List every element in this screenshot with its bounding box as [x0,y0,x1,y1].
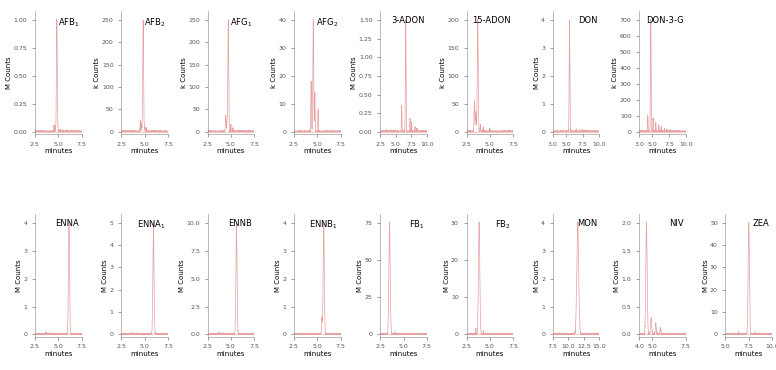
Y-axis label: k Counts: k Counts [612,57,618,88]
X-axis label: minutes: minutes [562,351,591,357]
Y-axis label: M Counts: M Counts [357,259,363,292]
X-axis label: minutes: minutes [390,148,417,154]
Y-axis label: M Counts: M Counts [352,56,358,89]
X-axis label: minutes: minutes [390,351,417,357]
Y-axis label: M Counts: M Counts [444,259,449,292]
Text: ENNB$_1$: ENNB$_1$ [310,219,338,231]
X-axis label: minutes: minutes [130,351,159,357]
Text: ENNB: ENNB [228,219,252,228]
X-axis label: minutes: minutes [562,148,591,154]
Text: NIV: NIV [669,219,684,228]
Y-axis label: M Counts: M Counts [179,259,185,292]
Text: FB$_2$: FB$_2$ [495,219,511,231]
X-axis label: minutes: minutes [303,351,331,357]
X-axis label: minutes: minutes [130,148,159,154]
X-axis label: minutes: minutes [44,148,72,154]
X-axis label: minutes: minutes [648,148,677,154]
Text: 3-ADON: 3-ADON [391,16,424,25]
Y-axis label: M Counts: M Counts [275,259,281,292]
Text: ENNA$_1$: ENNA$_1$ [137,219,165,231]
Text: AFG$_1$: AFG$_1$ [230,16,252,28]
Text: ENNA: ENNA [56,219,79,228]
Y-axis label: M Counts: M Counts [6,56,12,89]
Text: MON: MON [577,219,598,228]
Text: DON: DON [577,16,598,25]
Y-axis label: M Counts: M Counts [16,259,22,292]
X-axis label: minutes: minutes [476,148,504,154]
X-axis label: minutes: minutes [303,148,331,154]
Y-axis label: M Counts: M Counts [702,259,708,292]
X-axis label: minutes: minutes [648,351,677,357]
Text: AFG$_2$: AFG$_2$ [316,16,338,28]
Y-axis label: k Counts: k Counts [440,57,445,88]
Y-axis label: k Counts: k Counts [181,57,187,88]
X-axis label: minutes: minutes [217,148,245,154]
Y-axis label: M Counts: M Counts [102,259,108,292]
X-axis label: minutes: minutes [735,351,763,357]
Text: ZEA: ZEA [753,219,770,228]
Text: 15-ADON: 15-ADON [473,16,511,25]
Y-axis label: M Counts: M Counts [534,259,540,292]
Y-axis label: k Counts: k Counts [95,57,100,88]
Y-axis label: k Counts: k Counts [271,57,277,88]
Text: FB$_1$: FB$_1$ [409,219,424,231]
X-axis label: minutes: minutes [44,351,72,357]
X-axis label: minutes: minutes [476,351,504,357]
Text: DON-3-G: DON-3-G [646,16,684,25]
Y-axis label: M Counts: M Counts [615,259,620,292]
Text: AFB$_1$: AFB$_1$ [57,16,79,28]
X-axis label: minutes: minutes [217,351,245,357]
Text: AFB$_2$: AFB$_2$ [144,16,165,28]
Y-axis label: M Counts: M Counts [534,56,540,89]
